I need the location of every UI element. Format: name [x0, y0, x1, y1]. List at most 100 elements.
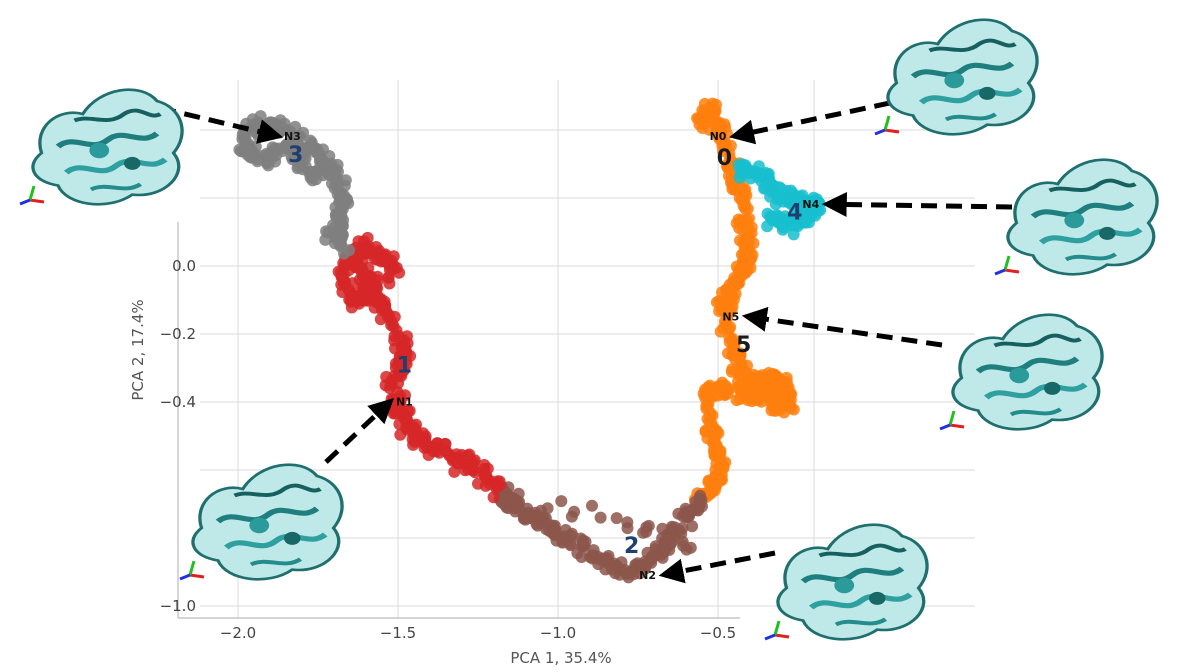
scatter-point — [741, 394, 754, 406]
axis-triad-y — [948, 410, 956, 426]
scatter-point — [718, 315, 731, 328]
scatter-point — [388, 310, 401, 323]
scatter-point — [319, 233, 332, 246]
scatter-point — [717, 385, 730, 398]
scatter-point — [709, 104, 722, 117]
scatter-point — [462, 463, 475, 476]
scatter-point — [797, 211, 810, 224]
annotation-arrow — [324, 397, 395, 464]
annotation-arrow — [821, 192, 1013, 218]
scatter-point — [637, 526, 650, 539]
scatter-point — [594, 511, 607, 524]
scatter-point — [284, 142, 297, 155]
scatter-point — [621, 522, 634, 535]
scatter-point — [747, 383, 760, 395]
scatter-point — [472, 477, 484, 490]
protein-structure-icon — [953, 315, 1102, 430]
scatter-point — [367, 289, 380, 302]
scatter-point — [684, 541, 697, 554]
node-label-n5: N5 — [722, 310, 739, 323]
cluster-labels: 0 5 4 2 1 3 — [288, 143, 803, 559]
scatter-point — [487, 491, 500, 504]
scatter-point — [559, 524, 572, 536]
scatter-point — [331, 158, 344, 171]
scatter-point — [738, 261, 751, 274]
annotation-arrow — [658, 550, 776, 584]
scatter-point — [292, 160, 305, 173]
scatter-point — [731, 278, 744, 291]
scatter-point — [338, 247, 350, 260]
x-axis-label: PCA 1, 35.4% — [510, 649, 611, 667]
axis-triad-y — [1003, 255, 1011, 271]
scatter-point — [241, 144, 254, 157]
scatter-point — [478, 459, 491, 471]
scatter-point — [401, 330, 413, 343]
scatter-point — [586, 499, 598, 512]
scatter-point — [439, 438, 452, 450]
node-label-n3: N3 — [284, 130, 301, 143]
scatter-point — [708, 443, 721, 456]
protein-structure-icon — [1008, 160, 1157, 275]
scatter-point — [725, 290, 738, 303]
cluster-label: 2 — [624, 534, 639, 559]
scatter-point — [772, 210, 785, 223]
scatter-point — [734, 347, 746, 360]
axis-triad-x — [1004, 268, 1020, 274]
scatter-point — [575, 540, 588, 553]
scatter-point — [555, 495, 568, 508]
axis-triad-y — [773, 620, 781, 636]
scatter-point — [694, 489, 707, 502]
node-label-n4: N4 — [802, 198, 819, 211]
scatter-point — [741, 202, 754, 215]
annotation-arrow — [729, 100, 891, 145]
scatter-point — [735, 167, 748, 180]
scatter-point — [480, 470, 493, 483]
y-axis-label: PCA 2, 17.4% — [129, 299, 147, 400]
scatter-point — [394, 366, 407, 379]
scatter-point — [664, 538, 677, 551]
y-tick-label: −0.4 — [160, 393, 196, 411]
cluster-label: 1 — [397, 354, 412, 379]
scatter-point — [663, 527, 676, 540]
axis-triad-x — [189, 573, 205, 579]
scatter-point — [334, 206, 347, 219]
scatter-point — [699, 389, 712, 402]
axis-frame — [177, 222, 740, 619]
scatter-point — [337, 269, 350, 282]
scatter-point — [584, 551, 596, 563]
annotation-arrow — [741, 306, 943, 348]
tick-labels: −2.0 −1.5 −1.0 −0.5 0.0 −0.2 −0.4 −1.0 — [160, 257, 737, 642]
y-tick-label: 0.0 — [172, 257, 196, 275]
scatter-point — [382, 271, 395, 284]
scatter-point — [620, 568, 633, 581]
cluster-label: 0 — [717, 146, 732, 171]
scatter-point — [556, 536, 569, 549]
scatter-point — [610, 512, 623, 525]
protein-structure-icon — [778, 525, 927, 640]
axis-triad-x — [774, 633, 790, 639]
scatter-point — [493, 475, 506, 488]
scatter-point — [307, 165, 320, 178]
scatter-point — [639, 555, 652, 568]
scatter-point — [331, 172, 344, 185]
scatter-points — [233, 97, 827, 584]
scatter-point — [304, 140, 317, 153]
scatter-point — [759, 182, 772, 195]
cluster-label: 4 — [787, 201, 802, 226]
scatter-point — [700, 399, 713, 412]
scatter-point — [789, 190, 801, 202]
scatter-point — [723, 330, 736, 343]
scatter-point — [713, 462, 726, 475]
protein-structure-icon — [888, 20, 1037, 135]
scatter-point — [409, 422, 422, 435]
axis-triad-z — [764, 633, 776, 641]
scatter-point — [388, 334, 401, 347]
scatter-point — [360, 280, 373, 293]
scatter-point — [508, 502, 521, 515]
axis-triad-z — [179, 573, 191, 581]
node-label-n1: N1 — [396, 395, 413, 408]
scatter-point — [512, 487, 525, 500]
scatter-point — [351, 290, 364, 303]
scatter-point — [338, 197, 351, 210]
